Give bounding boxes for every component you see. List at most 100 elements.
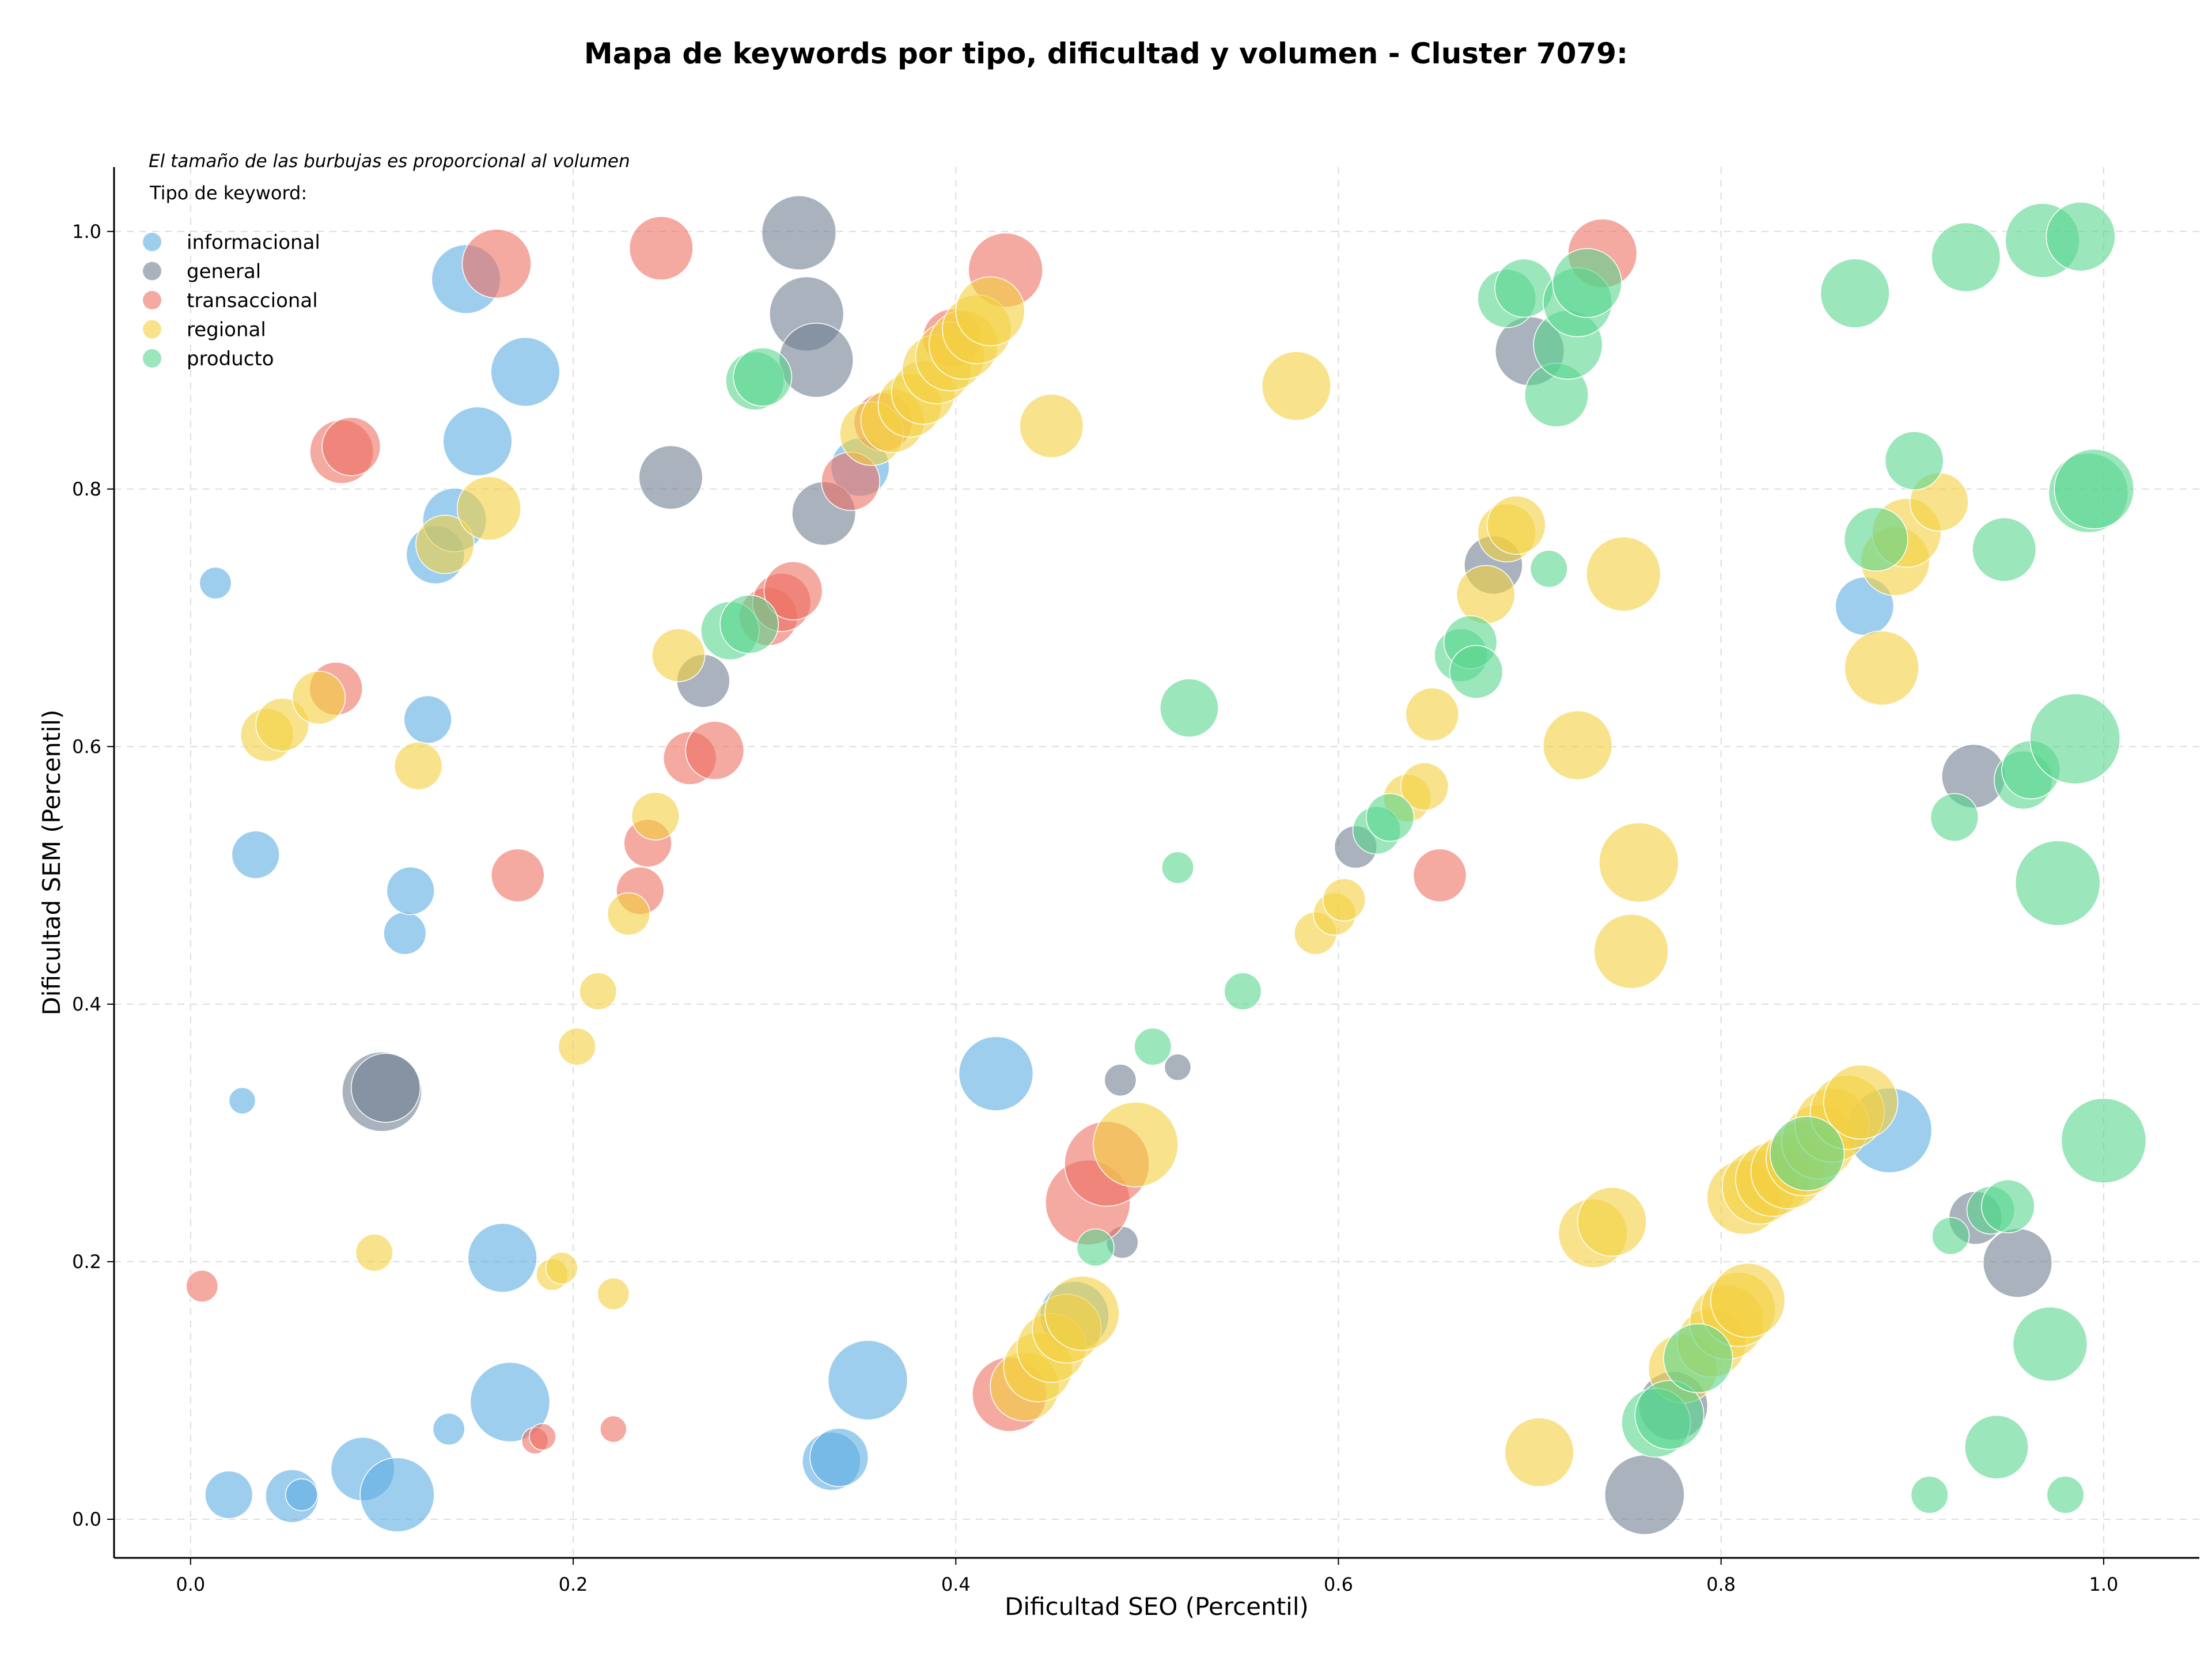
bubble-producto: [1161, 851, 1194, 884]
bubble-informacional: [231, 830, 280, 879]
bubble-regional: [955, 276, 1025, 346]
bubble-regional: [456, 476, 521, 541]
bubble-general: [1604, 1454, 1685, 1535]
bubble-producto: [1930, 793, 1979, 842]
bubble-regional: [1599, 822, 1679, 903]
bubble-regional: [1261, 351, 1331, 421]
legend-marker-informacional: [143, 233, 161, 251]
bubble-regional: [1405, 687, 1459, 741]
bubble-producto: [2046, 1475, 2085, 1514]
bubble-regional: [558, 1027, 596, 1066]
bubble-regional: [355, 1234, 393, 1272]
bubble-producto: [1634, 1380, 1705, 1450]
legend-label-transaccional: transaccional: [187, 289, 318, 312]
bubble-producto: [2029, 693, 2121, 785]
bubble-informacional: [467, 1223, 537, 1293]
bubble-transaccional: [529, 1423, 556, 1451]
bubble-regional: [1093, 1102, 1179, 1187]
bubble-informacional: [199, 566, 232, 600]
bubble-regional: [1504, 1417, 1574, 1488]
bubble-informacional: [432, 1413, 465, 1446]
bubble-producto: [733, 347, 793, 407]
legend: El tamaño de las burbujas es proporciona…: [143, 151, 630, 370]
legend-label-regional: regional: [187, 319, 266, 342]
bubble-informacional: [386, 867, 435, 915]
y-tick-label: 0.4: [72, 993, 101, 1015]
bubble-regional: [1019, 394, 1084, 459]
y-tick-label: 1.0: [72, 221, 101, 243]
x-tick-label: 0.8: [1706, 1573, 1736, 1595]
bubble-producto: [2012, 1306, 2088, 1382]
bubble-transaccional: [321, 417, 381, 476]
x-tick-label: 0.2: [559, 1573, 588, 1595]
bubble-general: [1164, 1053, 1192, 1081]
bubble-informacional: [469, 1361, 551, 1443]
bubble-regional: [1543, 710, 1613, 781]
bubble-transaccional: [685, 721, 745, 780]
bubble-regional: [1586, 536, 1661, 612]
bubble-producto: [1972, 517, 2037, 582]
bubble-producto: [1910, 1475, 1949, 1514]
bubble-transaccional: [461, 229, 532, 299]
bubble-producto: [1964, 1414, 2029, 1480]
bubble-regional: [1710, 1262, 1786, 1338]
bubble-producto: [1552, 248, 1622, 318]
bubble-producto: [2054, 449, 2135, 529]
x-tick-label: 0.0: [176, 1573, 205, 1595]
bubble-general: [1104, 1064, 1137, 1097]
bubble-producto: [719, 595, 779, 654]
bubble-producto: [1134, 1027, 1172, 1066]
legend-marker-producto: [143, 349, 161, 368]
chart-title: Mapa de keywords por tipo, dificultad y …: [584, 37, 1628, 70]
bubble-informacional: [958, 1036, 1034, 1111]
bubble-informacional: [490, 336, 560, 407]
bubble-regional: [579, 972, 618, 1011]
bubble-general: [1982, 1228, 2053, 1298]
axes: [113, 167, 2199, 1559]
bubble-regional: [597, 1277, 630, 1311]
bubble-regional: [607, 892, 650, 936]
bubble-regional: [1487, 495, 1546, 555]
bubble-informacional: [228, 1087, 256, 1115]
bubble-producto: [1663, 1323, 1733, 1394]
y-tick-label: 0.8: [72, 478, 101, 500]
bubble-producto: [1224, 972, 1262, 1011]
bubble-informacional: [809, 1428, 869, 1488]
y-tick-label: 0.6: [72, 736, 101, 758]
bubble-transaccional: [600, 1415, 627, 1443]
tick-labels: 0.0 0.2 0.4 0.6 0.8 1.0 0.0 0.2 0.4 0.6 0.8 1.0: [72, 221, 2118, 1595]
bubble-producto: [2046, 202, 2116, 272]
bubble-transaccional: [628, 215, 694, 281]
bubble-informacional: [285, 1478, 318, 1511]
bubble-general: [638, 445, 703, 510]
legend-marker-regional: [143, 320, 161, 339]
bubble-regional: [1044, 1276, 1120, 1351]
bubble-producto: [1884, 431, 1944, 490]
bubble-producto: [1770, 1116, 1845, 1191]
bubble-regional: [1456, 565, 1516, 625]
bubble-transaccional: [1412, 848, 1467, 903]
bubble-transaccional: [491, 848, 545, 903]
bubble-producto: [1529, 550, 1568, 588]
legend-label-producto: producto: [187, 347, 274, 370]
x-tick-label: 1.0: [2089, 1573, 2118, 1595]
bubble-regional: [291, 671, 346, 725]
bubble-producto: [1931, 1217, 1970, 1255]
bubble-producto: [2014, 840, 2101, 926]
bubble-producto: [1931, 222, 2001, 293]
bubble-producto: [1981, 1179, 2035, 1234]
bubble-regional: [1823, 1064, 1899, 1140]
bubble-regional: [1577, 1187, 1647, 1257]
legend-label-general: general: [187, 260, 261, 283]
bubble-regional: [1400, 762, 1449, 811]
x-axis-label: Dificultad SEO (Percentil): [1005, 1592, 1309, 1621]
bubble-regional: [1322, 878, 1366, 922]
y-tick-label: 0.2: [72, 1251, 101, 1273]
legend-marker-general: [143, 262, 161, 281]
bubble-informacional: [383, 911, 427, 955]
bubble-informacional: [403, 695, 452, 744]
x-tick-label: 0.6: [1324, 1573, 1353, 1595]
bubble-regional: [1844, 630, 1919, 706]
bubble-informacional: [442, 406, 513, 476]
